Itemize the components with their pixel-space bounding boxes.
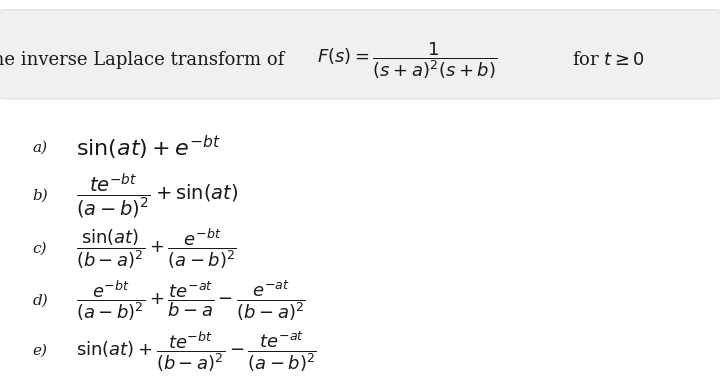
Text: $\dfrac{te^{-bt}}{(a-b)^2} + \sin(at)$: $\dfrac{te^{-bt}}{(a-b)^2} + \sin(at)$ xyxy=(76,171,238,220)
Text: $\dfrac{e^{-bt}}{(a-b)^2} + \dfrac{te^{-at}}{b-a} - \dfrac{e^{-at}}{(b-a)^2}$: $\dfrac{e^{-bt}}{(a-b)^2} + \dfrac{te^{-… xyxy=(76,278,305,323)
Text: e): e) xyxy=(32,344,48,358)
Text: $\sin(at) + \dfrac{te^{-bt}}{(b-a)^2} - \dfrac{te^{-at}}{(a-b)^2}$: $\sin(at) + \dfrac{te^{-bt}}{(b-a)^2} - … xyxy=(76,329,317,374)
Text: d): d) xyxy=(32,294,48,308)
Text: for $t \geq 0$: for $t \geq 0$ xyxy=(572,51,645,69)
Text: c): c) xyxy=(32,241,47,255)
Text: $\sin(at) + e^{-bt}$: $\sin(at) + e^{-bt}$ xyxy=(76,133,220,161)
Text: Find the inverse Laplace transform of: Find the inverse Laplace transform of xyxy=(0,51,284,69)
FancyBboxPatch shape xyxy=(0,10,720,99)
Text: $\mathit{F}(\mathit{s}) = \dfrac{1}{(s+a)^2(s+b)}$: $\mathit{F}(\mathit{s}) = \dfrac{1}{(s+a… xyxy=(317,40,497,81)
Text: $\dfrac{\sin(at)}{(b-a)^2} + \dfrac{e^{-bt}}{(a-b)^2}$: $\dfrac{\sin(at)}{(b-a)^2} + \dfrac{e^{-… xyxy=(76,226,237,271)
Text: b): b) xyxy=(32,189,48,203)
Text: a): a) xyxy=(32,140,48,154)
